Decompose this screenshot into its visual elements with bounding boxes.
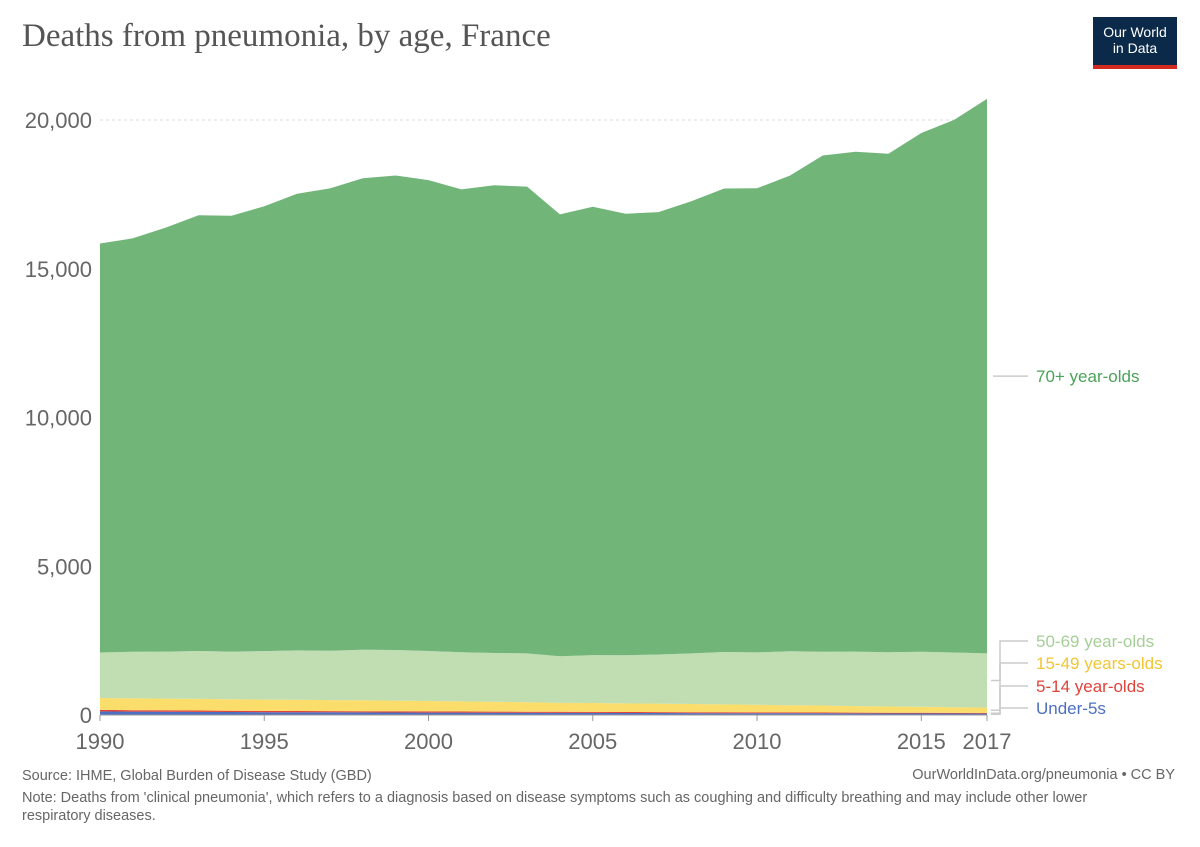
series-label-under-5s: Under-5s bbox=[991, 699, 1106, 718]
source-link[interactable]: OurWorldInData.org/pneumonia • CC BY bbox=[912, 767, 1175, 783]
x-tick-label: 2010 bbox=[733, 729, 782, 754]
area-under-5s[interactable] bbox=[100, 711, 987, 715]
y-tick-label: 15,000 bbox=[25, 257, 92, 282]
series-label-text: 5-14 year-olds bbox=[1036, 677, 1145, 696]
y-tick-label: 0 bbox=[80, 703, 92, 728]
area-series bbox=[100, 98, 987, 715]
x-tick-label: 2005 bbox=[568, 729, 617, 754]
stacked-area-chart: 0 5,000 10,000 15,000 20,000 1990 1995 2000 200… bbox=[25, 98, 1163, 754]
y-axis: 0 5,000 10,000 15,000 20,000 bbox=[25, 108, 92, 728]
label-connector bbox=[991, 685, 1028, 714]
x-tick-label: 2015 bbox=[897, 729, 946, 754]
series-label-text: 50-69 year-olds bbox=[1036, 632, 1154, 651]
note-text: Note: Deaths from 'clinical pneumonia', … bbox=[22, 790, 1088, 824]
series-labels: Under-5s 5-14 year-olds 15-49 years-olds 50… bbox=[991, 367, 1163, 718]
owid-logo[interactable]: Our World in Data bbox=[1093, 17, 1177, 69]
area-50-69-year-olds[interactable] bbox=[100, 649, 987, 708]
label-connector bbox=[991, 640, 1028, 682]
x-tick-label: 2017 bbox=[963, 729, 1012, 754]
area-70-year-olds[interactable] bbox=[100, 98, 987, 657]
x-tick-label: 2000 bbox=[404, 729, 453, 754]
series-label-15-49-years-olds: 15-49 years-olds bbox=[991, 654, 1163, 711]
area-15-49-years-olds[interactable] bbox=[100, 698, 987, 713]
x-axis: 1990 1995 2000 2005 2010 2015 2017 bbox=[76, 714, 1012, 754]
x-tick-label: 1995 bbox=[240, 729, 289, 754]
series-label-text: 70+ year-olds bbox=[1036, 367, 1139, 386]
series-label-70-year-olds: 70+ year-olds bbox=[993, 367, 1139, 386]
y-tick-label: 5,000 bbox=[37, 554, 92, 579]
y-tick-label: 20,000 bbox=[25, 108, 92, 133]
x-tick-label: 1990 bbox=[76, 729, 125, 754]
logo-accent-bar bbox=[1093, 65, 1177, 69]
series-label-text: 15-49 years-olds bbox=[1036, 654, 1163, 673]
logo-line-2: in Data bbox=[1112, 40, 1158, 56]
chart-title: Deaths from pneumonia, by age, France bbox=[22, 18, 551, 54]
source-text: Source: IHME, Global Burden of Disease S… bbox=[22, 768, 372, 784]
label-connector bbox=[991, 662, 1028, 711]
logo-line-1: Our World bbox=[1103, 24, 1167, 40]
series-label-50-69-year-olds: 50-69 year-olds bbox=[991, 632, 1154, 682]
y-tick-label: 10,000 bbox=[25, 406, 92, 431]
series-label-text: Under-5s bbox=[1036, 699, 1106, 718]
